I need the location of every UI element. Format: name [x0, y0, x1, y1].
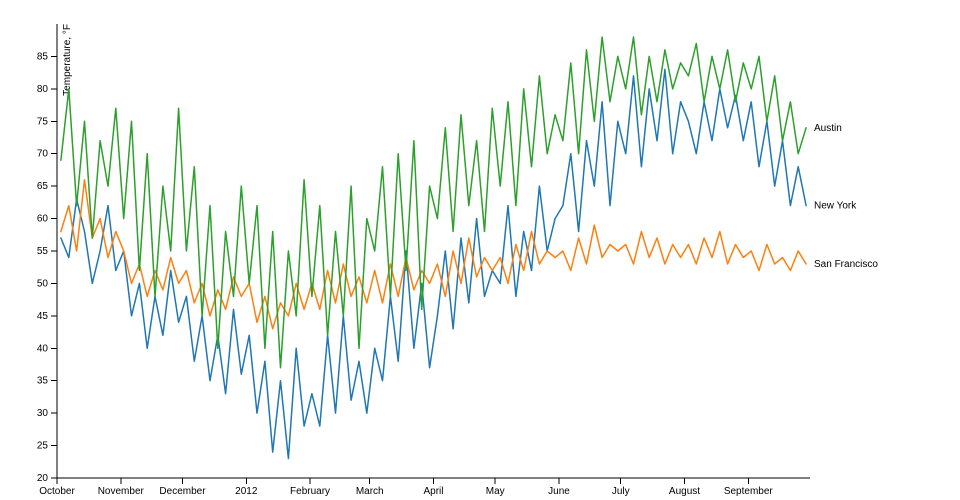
series-line-new-york — [60, 68, 807, 460]
x-axis-tick-label: March — [356, 486, 384, 497]
series-line-austin — [60, 36, 807, 369]
series-label-austin: Austin — [814, 123, 842, 134]
series-label-new-york: New York — [814, 201, 857, 212]
x-axis-tick-label: December — [159, 486, 206, 497]
series-line-san-francisco — [60, 178, 807, 330]
series-label-san-francisco: San Francisco — [814, 259, 878, 270]
y-axis-tick-label: 20 — [37, 473, 49, 484]
x-axis-tick-label: October — [39, 486, 75, 497]
x-axis-tick-label: April — [423, 486, 443, 497]
y-axis-tick-label: 55 — [37, 246, 49, 257]
x-axis-tick-label: July — [612, 486, 630, 497]
y-axis-tick-label: 65 — [37, 181, 49, 192]
x-axis-tick-label: August — [669, 486, 700, 497]
y-axis-tick-label: 70 — [37, 149, 49, 160]
y-axis-tick-label: 50 — [37, 278, 49, 289]
y-axis-title: Temperature, °F — [62, 24, 73, 96]
x-axis-tick-label: November — [98, 486, 145, 497]
y-axis-tick-label: 85 — [37, 51, 49, 62]
x-axis-tick-label: June — [548, 486, 570, 497]
y-axis-tick-label: 45 — [37, 311, 49, 322]
y-axis-tick-label: 75 — [37, 116, 49, 127]
y-axis-tick-label: 60 — [37, 214, 49, 225]
y-axis-tick-label: 80 — [37, 84, 49, 95]
x-axis-tick-label: September — [724, 486, 774, 497]
y-axis-tick-label: 35 — [37, 376, 49, 387]
y-axis-tick-label: 40 — [37, 343, 49, 354]
y-axis-tick-label: 25 — [37, 441, 49, 452]
y-axis-tick-label: 30 — [37, 408, 49, 419]
x-axis-tick-label: 2012 — [235, 486, 258, 497]
x-axis-tick-label: May — [486, 486, 505, 497]
x-axis-tick-label: February — [290, 486, 330, 497]
